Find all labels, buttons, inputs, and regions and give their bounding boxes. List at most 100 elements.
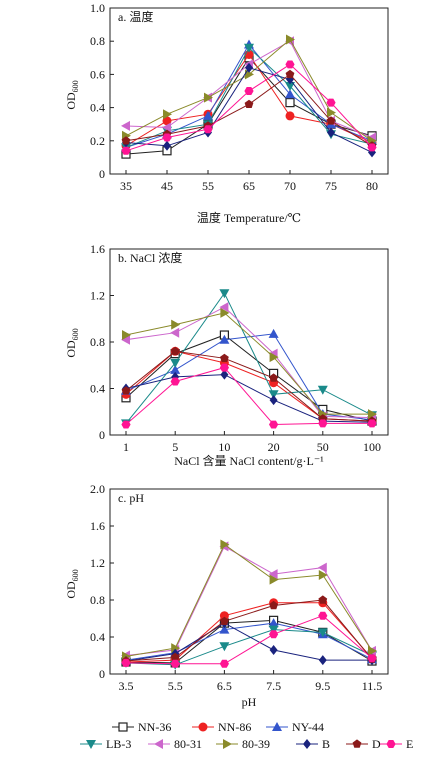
series-d [121,69,377,150]
marker-e-1 [162,133,172,142]
y-tick-label: 0 [99,167,105,181]
marker-lb-3-4 [317,385,328,395]
legend-label: 80-39 [242,737,270,751]
y-tick-label: 1.6 [90,519,105,533]
marker-lb-3-2 [219,642,230,652]
marker-e-2 [219,659,229,668]
y-tick-label: 0.8 [90,593,105,607]
legend-label: B [322,737,330,751]
series-e [121,60,377,155]
series-e [121,363,377,429]
marker-legend-ny-44 [272,722,282,731]
marker-d-0 [121,386,131,395]
marker-80-39-0 [122,330,131,340]
marker-d-3 [269,373,278,382]
series-line [125,545,373,656]
marker-ny-44-4 [285,89,295,99]
marker-d-4 [285,69,295,79]
y-axis-label: OD600 [64,80,80,109]
marker-d-3 [269,600,278,610]
marker-e-1 [170,659,180,668]
series-line [125,334,373,422]
x-tick-label: 55 [202,179,214,193]
series-line [125,602,373,663]
marker-lb-3-2 [219,289,230,299]
marker-lb-3-1 [170,358,181,368]
series-nn-36 [121,330,377,426]
marker-d-1 [170,346,180,355]
legend: NN-36 NN-86 NY-44 LB-3 80-31 80-39 B D E [0,715,426,760]
panel-label: b. NaCl 浓度 [118,250,182,265]
series-line [125,622,373,661]
marker-b-3 [269,645,278,655]
x-tick-label: 9.5 [315,679,330,693]
marker-b-3 [245,62,253,73]
x-tick-label: 65 [243,179,255,193]
series-line [125,629,373,666]
chart-panel-3: 0 0.4 0.8 1.2 1.6 2.0 3.5 5.5 6.5 7.5 9.5 11.5 c. pH… [64,482,389,709]
y-tick-label: 0 [99,667,105,681]
legend-label: LB-3 [106,737,131,751]
marker-e-5 [367,419,377,428]
marker-b-5 [327,127,335,138]
series-80-39 [122,307,377,420]
chart-panel-2: 0 0.4 0.8 1.2 1.6 1 5 10 20 50 100 b. NaCl 浓度 NaCl 含… [64,242,389,468]
marker-80-39-2 [204,92,213,103]
x-axis-label: NaCl 含量 NaCl content/g·L⁻¹ [174,453,324,468]
marker-d-3 [244,99,254,108]
y-tick-label: 1.2 [90,556,105,570]
series-line [125,312,372,415]
marker-e-6 [367,143,377,152]
y-tick-label: 0.4 [90,630,105,644]
panel-label: c. pH [118,491,144,505]
marker-80-31-2 [219,302,229,313]
series-line [125,67,373,153]
series-d [121,595,377,665]
marker-e-3 [269,420,279,429]
y-tick-label: 0.8 [90,34,105,48]
marker-80-39-2 [220,539,230,550]
x-axis-label: pH [242,695,257,709]
series-line [125,292,373,424]
plot-frame [109,248,389,436]
marker-legend-d [352,739,362,748]
marker-d-4 [318,595,328,604]
y-tick-label: 0.4 [90,382,105,396]
legend-canvas: NN-36 NN-86 NY-44 LB-3 80-31 80-39 B D E [80,720,413,751]
marker-b-3 [269,395,278,406]
x-tick-label: 10 [218,440,230,454]
marker-d-5 [326,116,336,125]
marker-d-0 [121,136,131,145]
marker-b-4 [318,655,327,666]
marker-e-0 [121,658,131,667]
legend-entry-e: E [380,737,413,751]
series-e [121,611,377,668]
legend-entry-d: D [346,737,381,751]
marker-nn-86-2 [219,611,229,621]
y-tick-label: 0 [99,428,105,442]
series-line [125,543,373,657]
marker-b-1 [163,140,171,151]
legend-entry-ny-44: NY-44 [266,720,324,734]
x-tick-label: 11.5 [362,679,383,693]
x-tick-label: 45 [161,179,173,193]
x-tick-label: 100 [363,440,381,454]
marker-nn-86-1 [162,116,172,126]
x-tick-label: 5 [172,440,178,454]
legend-label: D [372,737,381,751]
series-80-31 [121,302,376,423]
legend-label: NN-86 [218,720,251,734]
marker-80-39-5 [368,409,377,420]
marker-80-39-3 [269,352,279,363]
marker-legend-80-39 [223,739,232,749]
marker-legend-e [386,740,396,748]
marker-ny-44-2 [219,624,230,634]
series-line [125,374,373,423]
x-tick-label: 7.5 [266,679,281,693]
x-tick-label: 70 [284,179,296,193]
legend-label: NY-44 [292,720,324,734]
marker-e-5 [326,98,336,107]
marker-ny-44-2 [219,334,230,344]
